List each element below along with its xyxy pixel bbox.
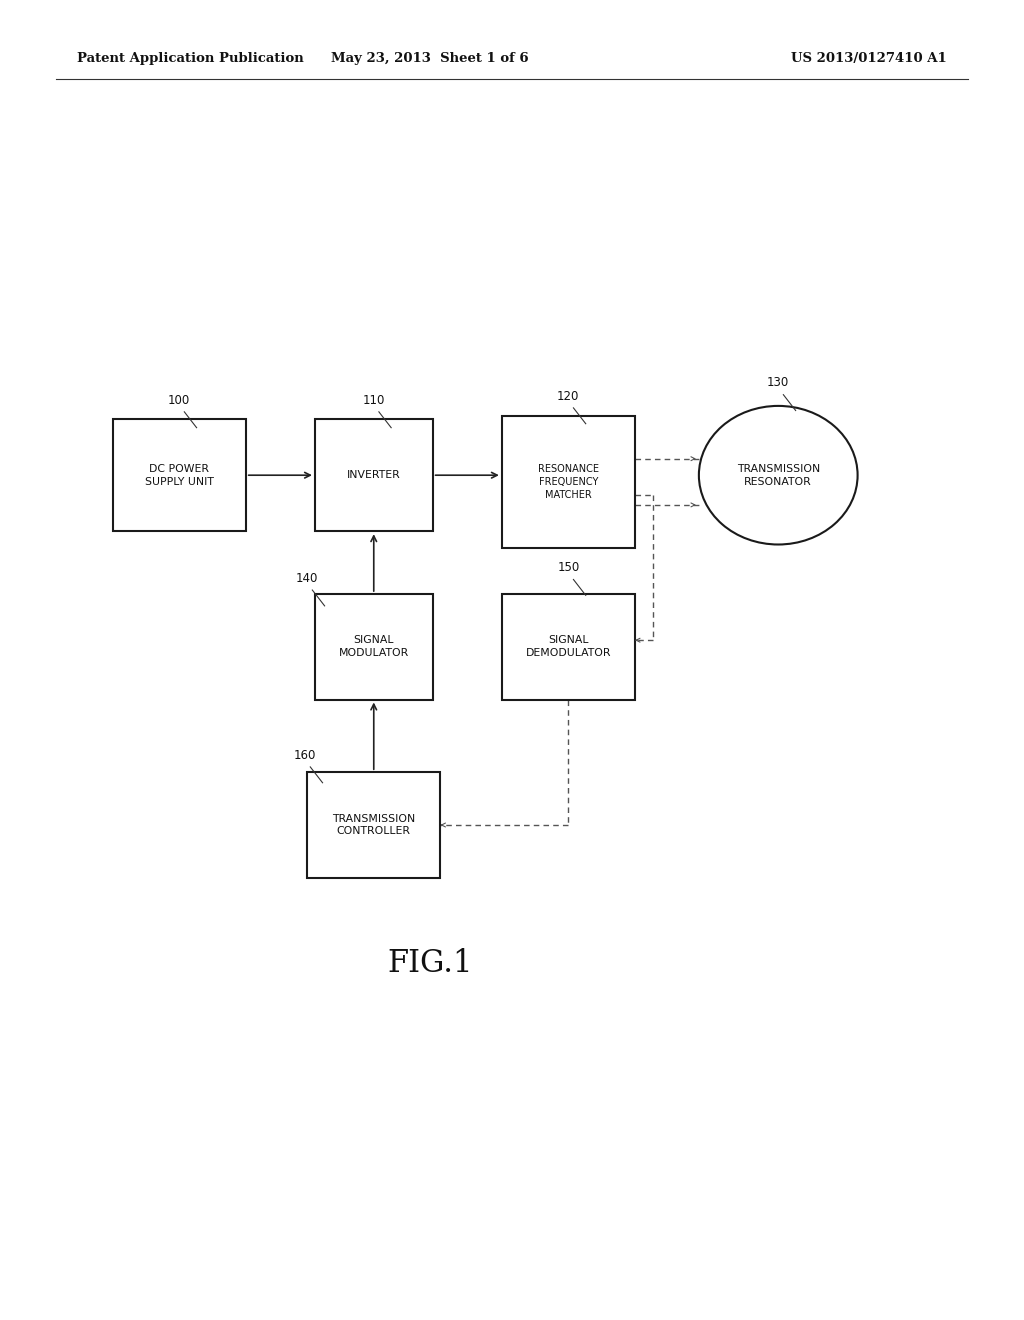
Text: 120: 120: [557, 389, 580, 403]
Text: SIGNAL
MODULATOR: SIGNAL MODULATOR: [339, 635, 409, 659]
Bar: [315, 420, 432, 531]
Bar: [113, 420, 246, 531]
Text: 140: 140: [296, 572, 318, 585]
Text: 150: 150: [557, 561, 580, 574]
Bar: [502, 594, 635, 700]
Ellipse shape: [698, 407, 858, 544]
Text: DC POWER
SUPPLY UNIT: DC POWER SUPPLY UNIT: [144, 463, 214, 487]
Text: RESONANCE
FREQUENCY
MATCHER: RESONANCE FREQUENCY MATCHER: [538, 465, 599, 499]
Bar: [315, 594, 432, 700]
Text: 100: 100: [168, 393, 190, 407]
Text: US 2013/0127410 A1: US 2013/0127410 A1: [792, 51, 947, 65]
Text: SIGNAL
DEMODULATOR: SIGNAL DEMODULATOR: [525, 635, 611, 659]
Text: 160: 160: [294, 748, 316, 762]
Text: TRANSMISSION
RESONATOR: TRANSMISSION RESONATOR: [736, 463, 820, 487]
Text: 110: 110: [362, 393, 385, 407]
Bar: [307, 772, 440, 878]
Bar: [502, 416, 635, 548]
Text: May 23, 2013  Sheet 1 of 6: May 23, 2013 Sheet 1 of 6: [332, 51, 528, 65]
Text: INVERTER: INVERTER: [347, 470, 400, 480]
Text: Patent Application Publication: Patent Application Publication: [77, 51, 303, 65]
Text: FIG.1: FIG.1: [387, 948, 473, 979]
Text: 130: 130: [767, 376, 790, 389]
Text: TRANSMISSION
CONTROLLER: TRANSMISSION CONTROLLER: [332, 813, 416, 837]
